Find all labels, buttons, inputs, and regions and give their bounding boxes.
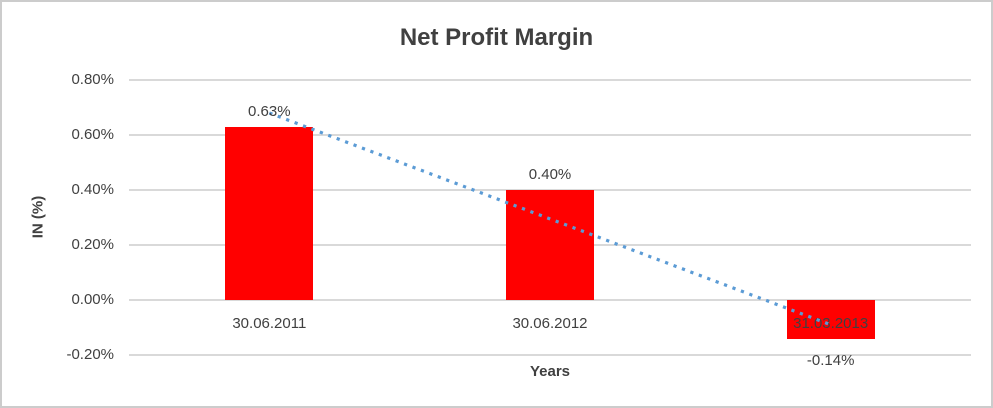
bar-value-label: 0.63% xyxy=(248,102,291,120)
chart-title: Net Profit Margin xyxy=(399,24,594,51)
bar-value-label: 0.40% xyxy=(528,166,572,183)
y-axis-tick-label: 0.00% xyxy=(71,291,114,308)
y-axis-tick-label: 0.40% xyxy=(71,181,114,198)
x-axis-title: Years xyxy=(529,363,571,380)
y-axis-tick-label: 0.80% xyxy=(71,71,114,88)
gridline xyxy=(129,354,971,356)
y-axis-tick-label: 0.60% xyxy=(71,126,114,143)
y-axis-tick-label: -0.20% xyxy=(66,346,114,363)
gridline xyxy=(129,79,971,81)
y-axis-tick-label: 0.20% xyxy=(71,236,114,253)
bar-value-label: -0.14% xyxy=(806,351,855,369)
